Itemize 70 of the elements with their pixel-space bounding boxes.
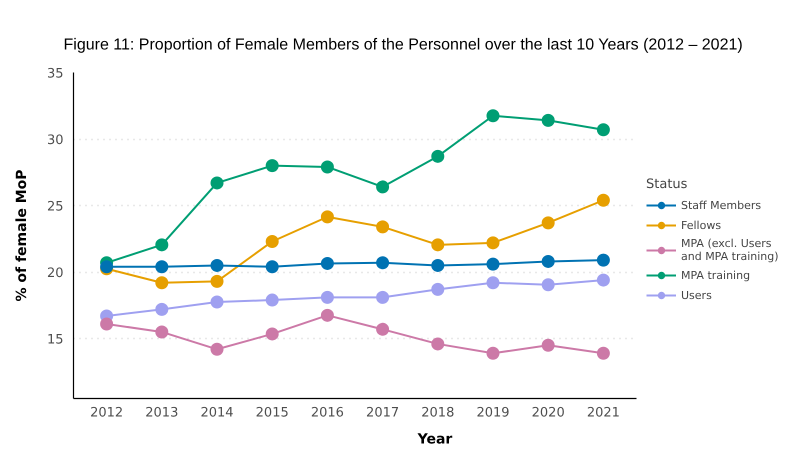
legend-label: Users — [681, 288, 712, 302]
legend-label: Fellows — [681, 218, 722, 232]
point — [210, 342, 224, 356]
point — [542, 338, 555, 352]
point — [210, 296, 224, 309]
legend-label: MPA (excl. Users and MPA training) — [681, 237, 779, 263]
point — [542, 254, 555, 268]
point — [266, 260, 279, 274]
point — [596, 274, 610, 287]
x-tick-label: 2016 — [310, 406, 344, 420]
y-tick-label: 30 — [46, 133, 64, 148]
point — [266, 294, 279, 307]
point — [431, 150, 444, 163]
x-tick-label: 2014 — [200, 406, 234, 420]
y-tick-label: 20 — [46, 266, 64, 282]
point — [155, 325, 168, 338]
chart-title: Figure 11: Proportion of Female Members of the Personnel over the last 10 Years (2012 – 2021) — [64, 36, 743, 54]
y-axis-title: % of female MoP — [14, 169, 30, 302]
point — [596, 194, 610, 207]
point — [320, 210, 334, 224]
x-tick-label: 2017 — [366, 406, 400, 420]
point — [486, 276, 500, 290]
point — [542, 114, 555, 127]
point — [486, 236, 500, 250]
x-tick-label: 2020 — [532, 406, 565, 420]
point — [486, 109, 500, 122]
x-tick-label: 2019 — [476, 406, 510, 420]
point — [210, 274, 224, 288]
y-tick-label: 15 — [46, 332, 64, 348]
point — [376, 256, 390, 270]
point — [210, 176, 224, 190]
point — [542, 216, 555, 230]
x-tick-label: 2021 — [586, 406, 620, 420]
x-axis-title: Year — [416, 432, 452, 448]
point — [320, 290, 334, 304]
point — [376, 322, 390, 336]
point — [542, 278, 555, 292]
point — [596, 346, 610, 360]
point — [155, 276, 168, 290]
point — [266, 159, 279, 172]
legend-label: Staff Members — [681, 198, 762, 212]
x-tick-label: 2018 — [421, 406, 454, 420]
point — [155, 260, 168, 274]
point — [596, 254, 610, 267]
point — [320, 308, 334, 322]
y-tick-label: 35 — [46, 66, 64, 82]
point — [596, 123, 610, 136]
x-tick-label: 2015 — [256, 406, 289, 420]
y-tick-label: 25 — [46, 200, 64, 215]
legend-title: Status — [646, 177, 688, 192]
point — [210, 258, 224, 272]
point — [376, 290, 390, 304]
point — [431, 337, 444, 350]
point — [320, 256, 334, 270]
point — [431, 258, 444, 272]
x-tick-label: 2013 — [145, 406, 178, 420]
point — [155, 302, 168, 316]
point — [431, 238, 444, 252]
point — [320, 160, 334, 174]
point — [431, 282, 444, 296]
legend-label: MPA training — [681, 268, 750, 282]
point — [486, 346, 500, 360]
x-tick-label: 2012 — [90, 406, 124, 420]
point — [155, 238, 168, 252]
point — [376, 220, 390, 234]
point — [486, 258, 500, 271]
point — [266, 327, 279, 340]
point — [100, 318, 114, 330]
point — [376, 180, 390, 194]
point — [266, 235, 279, 248]
